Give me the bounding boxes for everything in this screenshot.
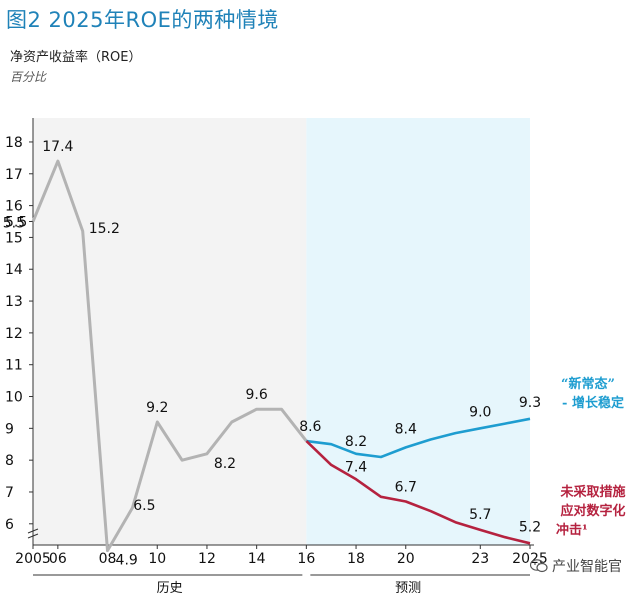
chart-title: 图2 2025年ROE的两种情境 (6, 8, 279, 32)
series-line-impact (305, 440, 531, 545)
unit-label: 百分比 (10, 70, 47, 84)
data-label: 15.2 (89, 221, 120, 237)
history-period-label: 历史 (157, 581, 183, 595)
data-label: 8.4 (395, 421, 417, 437)
data-label: 6.7 (395, 480, 417, 496)
data-label: 8.2 (345, 434, 367, 450)
y-tick-label: 13 (5, 294, 23, 310)
x-tick-label: 16 (297, 551, 315, 567)
x-tick-label: 23 (471, 551, 489, 567)
y-tick-label: 17 (5, 167, 23, 183)
data-label: 9.6 (246, 387, 268, 403)
y-tick-label: 18 (5, 135, 23, 151)
watermark: 产业智能官 (530, 556, 622, 576)
series-line-history (31, 159, 308, 553)
legend-stable-line1: “新常态” (561, 376, 615, 392)
x-tick-label: 2025 (512, 551, 548, 567)
x-tick-label: 06 (49, 551, 67, 567)
wechat-icon (530, 559, 548, 573)
y-tick-label: 8 (5, 453, 14, 469)
series-line-stable (306, 417, 531, 459)
x-tick-label: 08 (99, 551, 117, 567)
y-tick-label: 6 (5, 517, 14, 533)
data-label: 6.5 (133, 498, 155, 514)
y-tick-label: 9 (5, 421, 14, 437)
data-label: 8.6 (299, 419, 321, 435)
data-label: 5.5 (3, 216, 25, 232)
data-label: 4.9 (116, 553, 138, 569)
data-label: 17.4 (42, 139, 73, 155)
y-tick-label: 10 (5, 390, 23, 406)
x-tick-label: 14 (248, 551, 266, 567)
x-tick-label: 18 (347, 551, 365, 567)
legend-impact-line2: 应对数字化 (560, 503, 625, 519)
y-axis-break-mark (27, 528, 39, 539)
data-label: 5.2 (519, 519, 541, 535)
watermark-text: 产业智能官 (552, 559, 622, 575)
data-label: 7.4 (345, 459, 367, 475)
history-period-background (33, 118, 307, 545)
y-tick-label: 7 (5, 485, 14, 501)
data-label: 9.3 (519, 395, 541, 411)
data-label: 5.7 (469, 507, 491, 523)
y-tick-label: 16 (5, 199, 23, 215)
legend-impact-line3: 冲击¹ (556, 522, 588, 538)
x-tick-label: 10 (148, 551, 166, 567)
legend-impact-line1: 未采取措施 (559, 484, 625, 500)
y-tick-label: 14 (5, 262, 23, 278)
data-label: 9.0 (469, 404, 491, 420)
data-label: 9.2 (146, 400, 168, 416)
forecast-period-label: 预测 (395, 581, 421, 595)
legend-stable-line2: - 增长稳定 (562, 395, 624, 411)
x-tick-label: 20 (397, 551, 415, 567)
y-tick-label: 11 (5, 358, 23, 374)
y-axis-title: 净资产收益率（ROE） (10, 50, 142, 65)
y-tick-label: 5.5 (5, 215, 27, 231)
data-label: 8.2 (214, 456, 236, 472)
y-tick-label: 15 (5, 230, 23, 246)
forecast-period-background (306, 118, 530, 545)
x-tick-label: 12 (198, 551, 216, 567)
x-tick-label: 2005 (15, 551, 51, 567)
y-tick-label: 12 (5, 326, 23, 342)
